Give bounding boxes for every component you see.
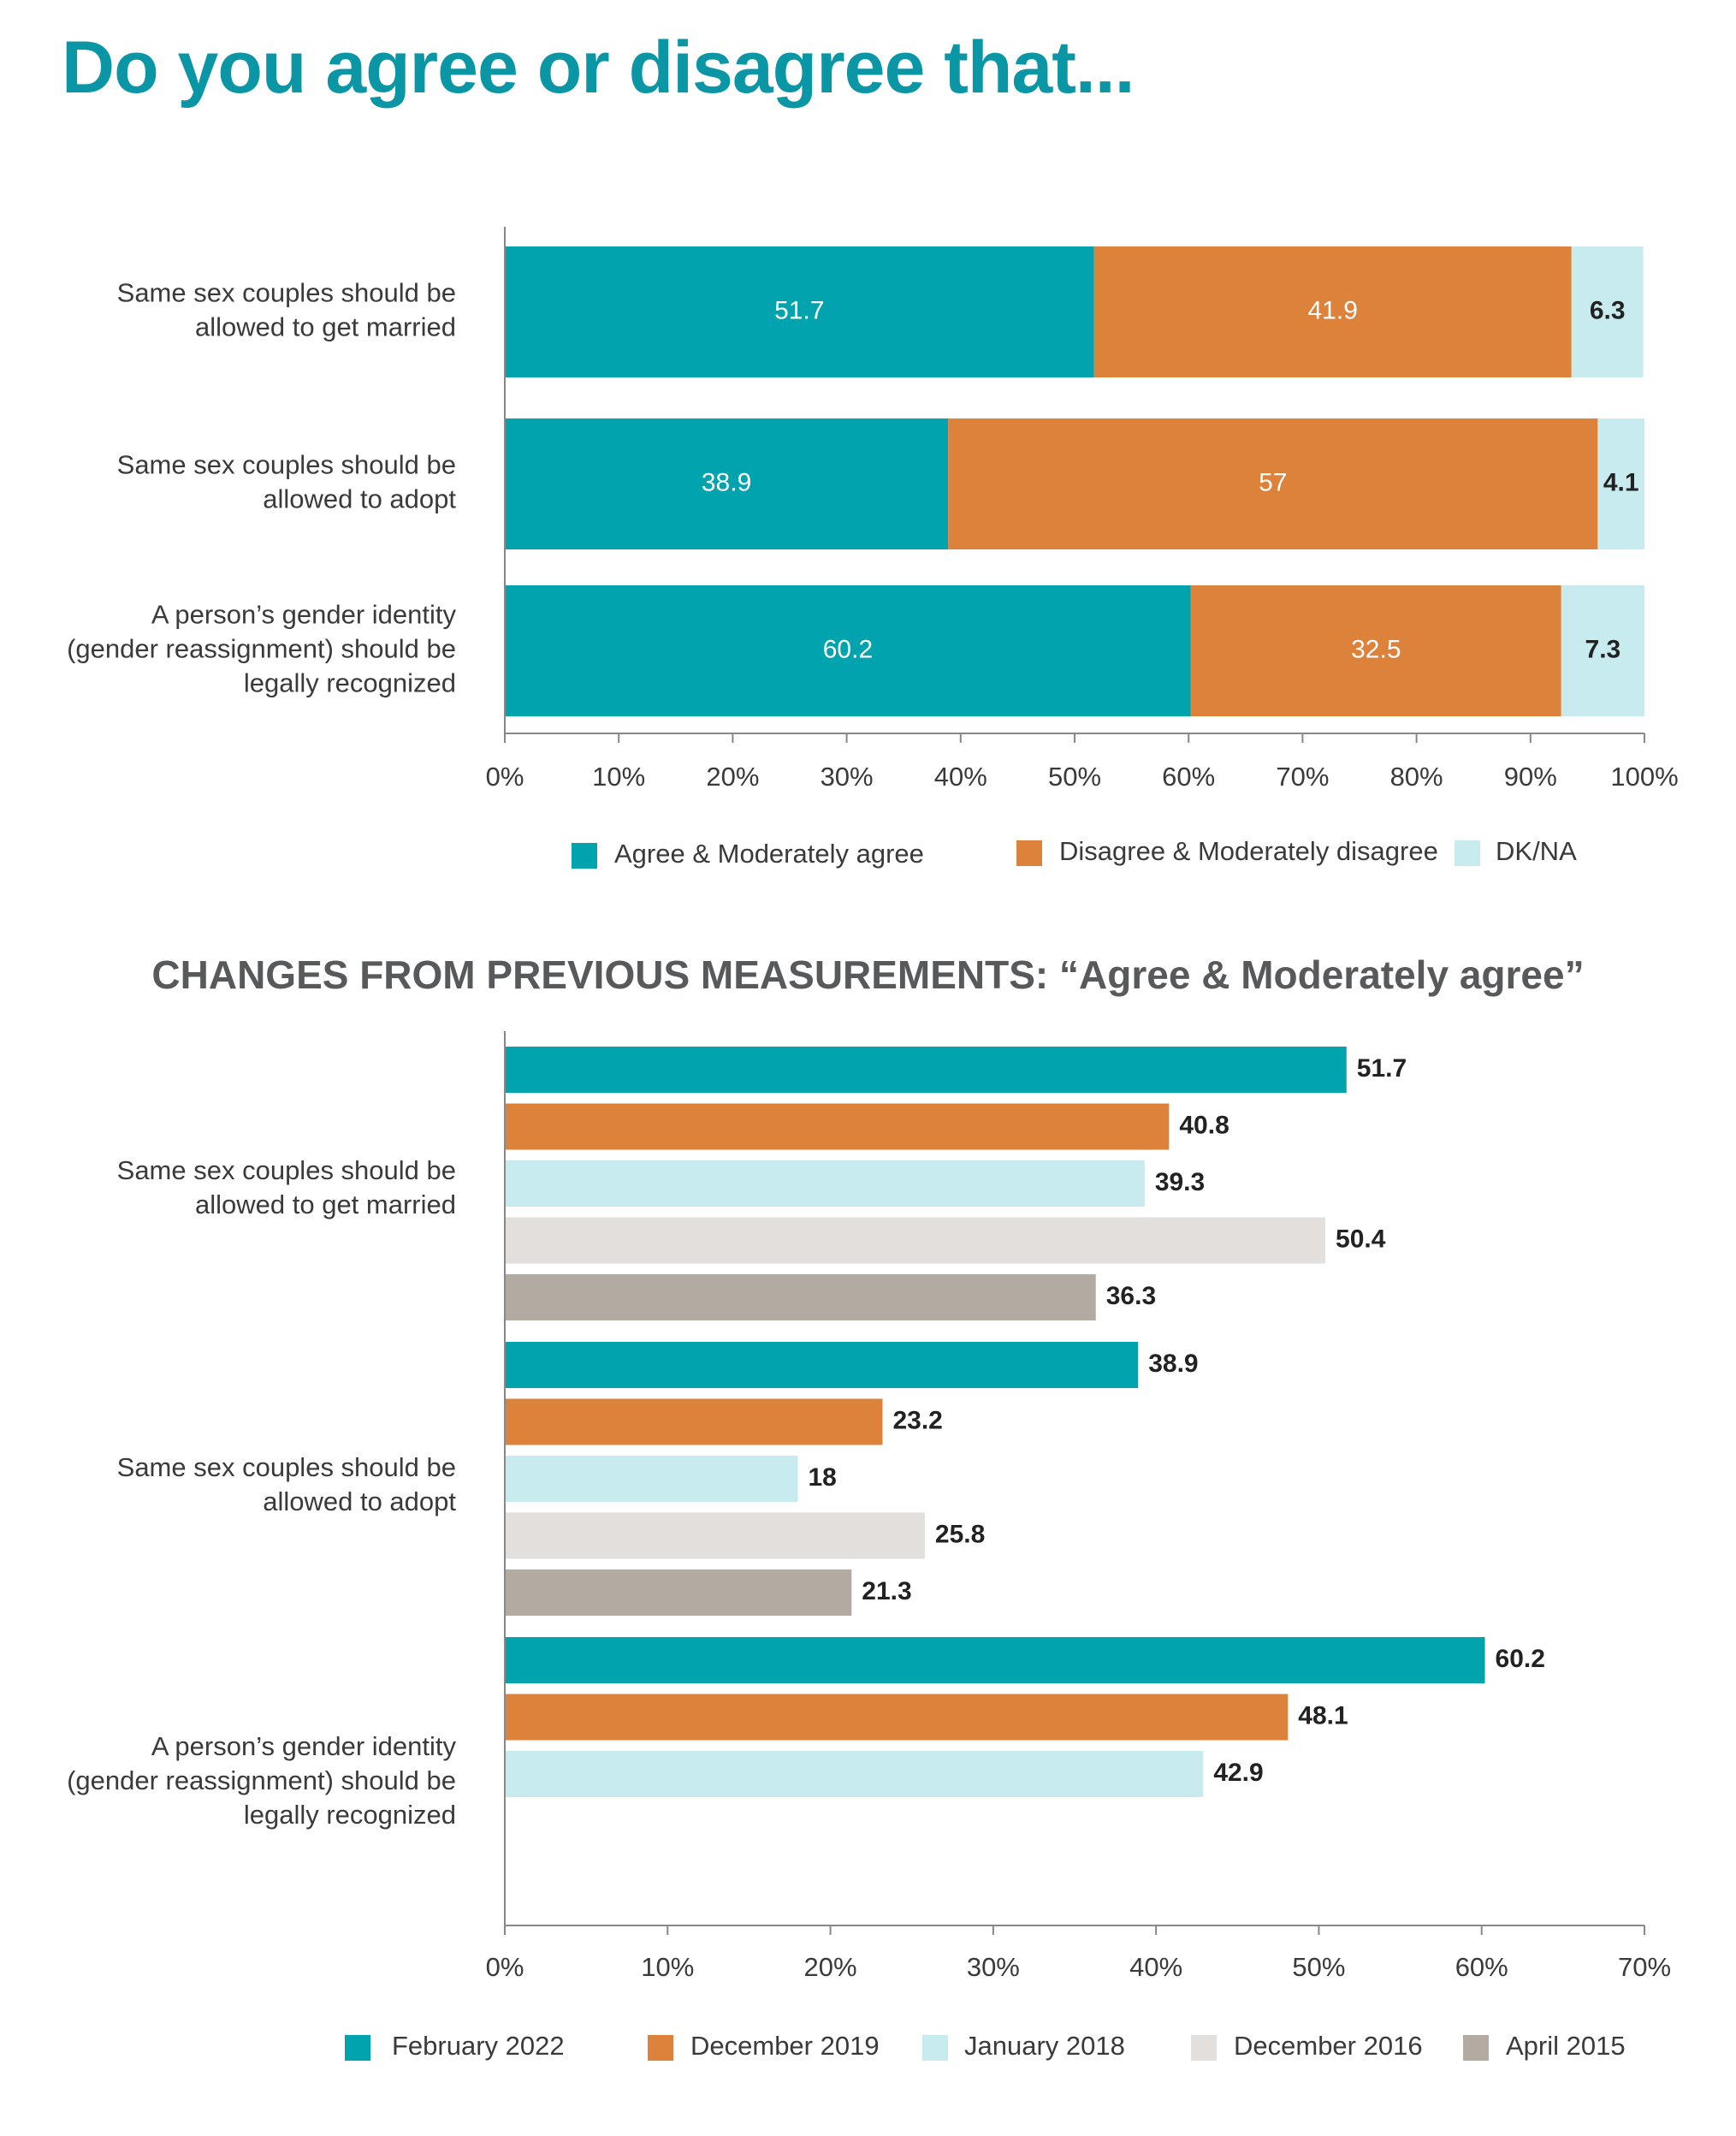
grouped-bar xyxy=(505,1512,925,1559)
grouped-bar-value-label: 48.1 xyxy=(1298,1701,1348,1730)
x-tick-label: 0% xyxy=(486,1952,524,1982)
stacked-bar-segment xyxy=(505,585,1191,716)
grouped-category-label-line-0: A person’s gender identity xyxy=(151,1731,457,1761)
legend-label: December 2019 xyxy=(690,2031,880,2061)
section-title: CHANGES FROM PREVIOUS MEASUREMENTS: “Agr… xyxy=(151,952,1585,997)
stacked-bar-segment xyxy=(1190,585,1561,716)
stacked-category-label-line-0: Same sex couples should be xyxy=(117,278,456,308)
stacked-category-label-line-1: allowed to adopt xyxy=(263,484,456,514)
x-tick-label: 30% xyxy=(821,762,874,792)
x-tick-label: 20% xyxy=(706,762,759,792)
grouped-bar-value-label: 50.4 xyxy=(1336,1225,1386,1253)
x-tick-label: 30% xyxy=(967,1952,1020,1982)
grouped-bar-value-label: 38.9 xyxy=(1148,1350,1198,1378)
grouped-bar xyxy=(505,1217,1326,1264)
page-title: Do you agree or disagree that... xyxy=(62,27,1135,109)
legend-swatch xyxy=(1016,840,1042,866)
grouped-bar xyxy=(505,1103,1170,1150)
grouped-bar-value-label: 23.2 xyxy=(892,1406,942,1434)
stacked-bar-segment xyxy=(1561,585,1644,716)
x-tick-label: 40% xyxy=(934,762,987,792)
stacked-category-label-line-1: allowed to get married xyxy=(195,312,456,342)
x-tick-label: 50% xyxy=(1292,1952,1345,1982)
x-tick-label: 70% xyxy=(1276,762,1329,792)
stacked-bar-segment xyxy=(1597,418,1644,549)
grouped-bar xyxy=(505,1047,1347,1093)
x-tick-label: 10% xyxy=(641,1952,694,1982)
stacked-category-label-line-0: Same sex couples should be xyxy=(117,450,456,480)
grouped-bar-value-label: 21.3 xyxy=(862,1577,911,1605)
stacked-bar-value-label: 4.1 xyxy=(1603,468,1639,496)
grouped-bar xyxy=(505,1160,1145,1207)
legend-swatch xyxy=(648,2035,673,2061)
legend-swatch xyxy=(572,843,597,869)
legend-swatch xyxy=(1191,2035,1217,2061)
legend-swatch xyxy=(1463,2035,1489,2061)
grouped-bar-value-label: 39.3 xyxy=(1155,1168,1205,1196)
grouped-bar xyxy=(505,1569,852,1616)
stacked-bar-segment xyxy=(948,418,1598,549)
legend-label: April 2015 xyxy=(1506,2031,1626,2061)
grouped-bar-value-label: 40.8 xyxy=(1179,1111,1229,1139)
x-tick-label: 60% xyxy=(1162,762,1215,792)
legend-label: February 2022 xyxy=(392,2031,565,2061)
legend-swatch xyxy=(1455,840,1480,866)
grouped-bar-value-label: 36.3 xyxy=(1106,1282,1156,1310)
stacked-bar-value-label: 60.2 xyxy=(823,635,873,663)
grouped-category-label-line-1: allowed to adopt xyxy=(263,1486,456,1516)
stacked-bar-value-label: 6.3 xyxy=(1590,296,1626,324)
legend-label: Agree & Moderately agree xyxy=(614,839,924,869)
grouped-bar xyxy=(505,1456,798,1502)
stacked-bar-value-label: 32.5 xyxy=(1351,635,1401,663)
grouped-category-label-line-0: Same sex couples should be xyxy=(117,1155,456,1185)
stacked-bar-value-label: 38.9 xyxy=(702,468,751,496)
x-tick-label: 40% xyxy=(1129,1952,1182,1982)
grouped-bar-value-label: 18 xyxy=(809,1463,837,1492)
stacked-bar-value-label: 57 xyxy=(1259,468,1287,496)
grouped-bar xyxy=(505,1637,1485,1683)
stacked-category-label-line-0: A person’s gender identity xyxy=(151,600,457,630)
legend-label: January 2018 xyxy=(964,2031,1125,2061)
grouped-category-label-line-1: (gender reassignment) should be xyxy=(67,1765,456,1795)
stacked-bar-segment xyxy=(1093,246,1572,377)
stacked-bar-segment xyxy=(505,418,949,549)
grouped-category-label-line-0: Same sex couples should be xyxy=(117,1452,456,1482)
x-tick-label: 80% xyxy=(1390,762,1443,792)
grouped-bar xyxy=(505,1342,1139,1388)
grouped-bar-value-label: 60.2 xyxy=(1496,1645,1545,1673)
grouped-bar-value-label: 25.8 xyxy=(935,1520,985,1548)
grouped-category-label-line-2: legally recognized xyxy=(244,1800,456,1830)
x-tick-label: 0% xyxy=(486,762,524,792)
x-tick-label: 100% xyxy=(1610,762,1678,792)
stacked-category-label-line-2: legally recognized xyxy=(244,668,456,698)
x-tick-label: 50% xyxy=(1048,762,1101,792)
stacked-bar-segment xyxy=(505,246,1094,377)
grouped-bar xyxy=(505,1694,1289,1741)
x-tick-label: 70% xyxy=(1618,1952,1671,1982)
stacked-bar-value-label: 7.3 xyxy=(1585,635,1621,663)
grouped-bar xyxy=(505,1274,1096,1320)
legend-label: DK/NA xyxy=(1496,836,1577,866)
grouped-bar-value-label: 51.7 xyxy=(1357,1054,1407,1083)
stacked-category-label-line-1: (gender reassignment) should be xyxy=(67,634,456,664)
legend-label: Disagree & Moderately disagree xyxy=(1059,836,1438,866)
stacked-bar-value-label: 51.7 xyxy=(774,296,824,324)
x-tick-label: 10% xyxy=(592,762,645,792)
legend-swatch xyxy=(345,2035,370,2061)
grouped-bar-value-label: 42.9 xyxy=(1213,1759,1263,1787)
grouped-bar xyxy=(505,1751,1204,1797)
grouped-bar xyxy=(505,1398,883,1445)
grouped-category-label-line-1: allowed to get married xyxy=(195,1190,456,1219)
stacked-bar-value-label: 41.9 xyxy=(1308,296,1358,324)
legend-swatch xyxy=(922,2035,948,2061)
legend-label: December 2016 xyxy=(1234,2031,1423,2061)
x-tick-label: 20% xyxy=(804,1952,857,1982)
x-tick-label: 60% xyxy=(1455,1952,1508,1982)
x-tick-label: 90% xyxy=(1504,762,1557,792)
stacked-bar-segment xyxy=(1571,246,1644,377)
